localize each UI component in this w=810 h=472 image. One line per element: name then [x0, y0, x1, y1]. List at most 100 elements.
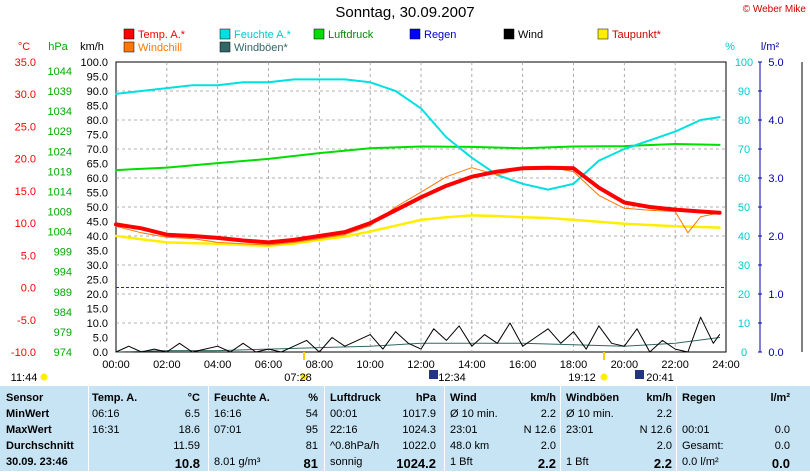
percent-tick-label: 70	[738, 144, 750, 156]
percent-tick-label: 90	[738, 86, 750, 98]
rain-tick-label: 1.0	[768, 289, 783, 301]
percent-tick-label: 10	[738, 318, 750, 330]
x-tick-label: 06:00	[255, 359, 283, 371]
kmh-tick-label: 85.0	[87, 101, 108, 113]
stats-cell: 16:31	[92, 424, 120, 436]
rain-tick-label: 3.0	[768, 173, 783, 185]
kmh-axis-label: km/h	[80, 41, 104, 53]
percent-tick-label: 60	[738, 173, 750, 185]
legend-item-label: Taupunkt*	[612, 29, 662, 41]
stats-value: 0.0	[774, 440, 790, 452]
kmh-tick-label: 100.0	[80, 57, 108, 69]
kmh-tick-label: 90.0	[87, 86, 108, 98]
time-marker-label: 11:44	[11, 372, 38, 384]
stats-row-label: MaxWert	[6, 424, 52, 436]
column-separator	[560, 386, 561, 471]
stats-value: 1017.9	[402, 408, 436, 420]
stats-row-label: MinWert	[6, 408, 50, 420]
x-tick-label: 14:00	[458, 359, 486, 371]
legend-swatch	[503, 28, 515, 40]
x-tick-label: 04:00	[204, 359, 232, 371]
stats-cell: 07:01	[214, 424, 242, 436]
kmh-tick-label: 65.0	[87, 159, 108, 171]
sun-icon	[600, 373, 608, 381]
x-tick-label: 08:00	[306, 359, 334, 371]
stats-row-label: 30.09. 23:46	[6, 456, 68, 468]
celsius-tick-label: -10.0	[11, 347, 36, 359]
stats-cell: 1 Bft	[450, 456, 473, 468]
celsius-axis-label: °C	[18, 41, 30, 53]
percent-tick-label: 100	[735, 57, 753, 69]
stats-cell: 48.0 km	[450, 440, 490, 452]
hpa-tick-label: 974	[54, 347, 72, 359]
percent-tick-label: 80	[738, 115, 750, 127]
stats-header-unit: hPa	[415, 392, 436, 404]
legend-item-label: Luftdruck	[328, 29, 374, 41]
percent-tick-label: 0	[741, 347, 747, 359]
hpa-tick-label: 1029	[48, 126, 72, 138]
kmh-tick-label: 35.0	[87, 246, 108, 258]
x-tick-label: 20:00	[611, 359, 639, 371]
stats-value: 0.0	[771, 456, 790, 471]
stats-value: 6.5	[184, 408, 200, 420]
celsius-tick-label: 25.0	[15, 121, 36, 133]
hpa-tick-label: 1039	[48, 86, 72, 98]
stats-row: MinWert 06:16 6.5 16:16 54 00:01 1017.9 Ø 10 mi…	[0, 408, 810, 424]
stats-header-unit: km/h	[646, 392, 672, 404]
legend-swatch	[123, 41, 135, 53]
stats-header-unit: l/m²	[770, 392, 790, 404]
time-marker-label: 19:12	[568, 372, 596, 384]
kmh-tick-label: 60.0	[87, 173, 108, 185]
celsius-tick-label: 30.0	[15, 89, 36, 101]
percent-tick-label: 50	[738, 202, 750, 214]
stats-header-label: Windböen	[566, 392, 620, 404]
hpa-tick-label: 994	[54, 267, 72, 279]
stats-value: 2.2	[656, 408, 672, 420]
stats-header-unit: °C	[187, 392, 200, 404]
percent-axis-label: %	[725, 41, 735, 53]
stats-cell: Ø 10 min.	[450, 408, 498, 420]
legend-item-label: Regen	[424, 29, 456, 41]
stats-header-label: Temp. A.	[92, 392, 138, 404]
x-tick-label: 22:00	[661, 359, 689, 371]
kmh-tick-label: 20.0	[87, 289, 108, 301]
legend-swatch	[597, 28, 609, 40]
stats-value: N 12.6	[523, 424, 556, 436]
stats-cell: sonnig	[330, 456, 363, 468]
hpa-tick-label: 1024	[48, 146, 72, 158]
celsius-tick-label: 20.0	[15, 154, 36, 166]
kmh-tick-label: 30.0	[87, 260, 108, 272]
kmh-tick-label: 70.0	[87, 144, 108, 156]
stats-cell: 16:16	[214, 408, 242, 420]
hpa-tick-label: 1044	[48, 66, 72, 78]
stats-value: 1024.3	[402, 424, 436, 436]
kmh-tick-label: 25.0	[87, 275, 108, 287]
stats-cell: 00:01	[330, 408, 358, 420]
stats-value: 95	[305, 424, 318, 436]
stats-row: 30.09. 23:46 10.8 8.01 g/m³ 81 sonnig 1024.2 1…	[0, 456, 810, 472]
moonrise-icon	[40, 373, 48, 381]
rain-tick-label: 0.0	[768, 347, 783, 359]
hpa-tick-label: 989	[54, 287, 72, 299]
copyright-label: © Weber Mike	[742, 4, 806, 15]
series-wind-line	[115, 316, 721, 353]
stats-cell: ^0.8hPa/h	[330, 440, 380, 452]
stats-cell: 00:01	[682, 424, 710, 436]
column-separator	[676, 386, 677, 471]
legend-swatch	[219, 41, 231, 53]
stats-header-label: Regen	[682, 392, 716, 404]
stats-row: Durchschnitt 11.59 81 ^0.8hPa/h 1022.0 48.0 k…	[0, 440, 810, 456]
percent-tick-label: 30	[738, 260, 750, 272]
stats-row: MaxWert 16:31 18.6 07:01 95 22:16 1024.3 23:01 N…	[0, 424, 810, 440]
kmh-tick-label: 50.0	[87, 202, 108, 214]
celsius-tick-label: -5.0	[17, 315, 36, 327]
stats-header-label: Sensor	[6, 392, 44, 404]
moon-icon	[635, 370, 644, 379]
kmh-tick-label: 45.0	[87, 217, 108, 229]
series-temp-line	[114, 165, 722, 245]
kmh-tick-label: 5.0	[93, 333, 108, 345]
weather-chart: °C hPa km/h 35.0 30.0 25.0 20.0 15.0 10.0 5.0 0.0 -…	[11, 28, 803, 384]
x-tick-label: 10:00	[356, 359, 384, 371]
hpa-tick-label: 979	[54, 327, 72, 339]
stats-cell: 8.01 g/m³	[214, 456, 261, 468]
